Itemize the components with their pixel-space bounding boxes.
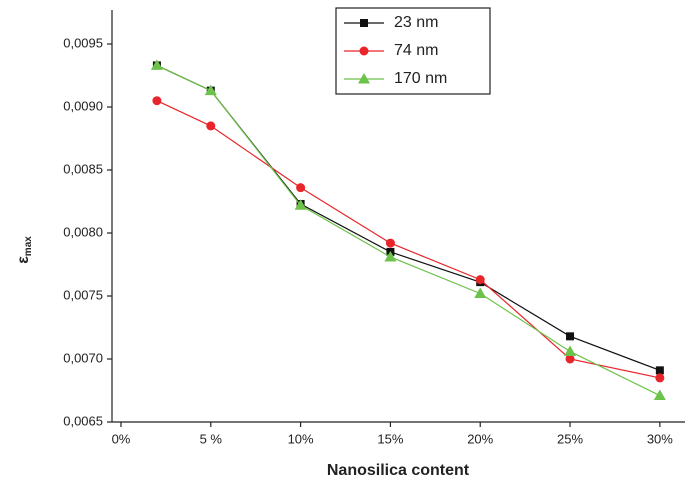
y-tick-label: 0,0090 bbox=[63, 98, 103, 113]
y-tick-label: 0,0075 bbox=[63, 287, 103, 302]
y-axis-label: εmax bbox=[15, 236, 33, 264]
series-line bbox=[156, 100, 660, 379]
x-tick-label: 5 % bbox=[200, 431, 223, 446]
legend-marker bbox=[358, 73, 370, 84]
legend-marker bbox=[360, 19, 368, 27]
y-tick-label: 0,0095 bbox=[63, 35, 103, 50]
data-point bbox=[565, 354, 575, 364]
data-point bbox=[655, 373, 665, 383]
x-tick-label: 0% bbox=[112, 431, 131, 446]
y-axis-subscript: max bbox=[23, 236, 34, 256]
y-tick-label: 0,0070 bbox=[63, 350, 103, 365]
data-point bbox=[296, 183, 306, 193]
data-point bbox=[475, 275, 485, 285]
data-point bbox=[385, 238, 395, 248]
data-point bbox=[294, 199, 307, 210]
data-point bbox=[566, 332, 575, 341]
legend-label: 74 nm bbox=[394, 42, 438, 59]
x-tick-label: 25% bbox=[557, 431, 583, 446]
data-point bbox=[152, 96, 162, 106]
x-tick-label: 30% bbox=[647, 431, 673, 446]
y-axis-symbol: ε bbox=[15, 256, 32, 264]
series-line bbox=[156, 64, 661, 371]
legend-label: 23 nm bbox=[394, 14, 438, 31]
legend-label: 170 nm bbox=[394, 70, 447, 87]
y-tick-label: 0,0080 bbox=[63, 224, 103, 239]
series-line bbox=[156, 64, 661, 397]
data-point bbox=[474, 287, 487, 298]
x-tick-label: 15% bbox=[377, 431, 403, 446]
x-tick-label: 10% bbox=[288, 431, 314, 446]
data-point bbox=[204, 84, 217, 96]
legend-marker bbox=[359, 46, 369, 56]
data-point bbox=[206, 121, 216, 131]
y-tick-label: 0,0065 bbox=[63, 413, 103, 428]
x-axis-label: Nanosilica content bbox=[327, 462, 470, 479]
data-point bbox=[564, 345, 577, 356]
y-tick-label: 0,0085 bbox=[63, 161, 103, 176]
data-point bbox=[655, 366, 664, 375]
x-tick-label: 20% bbox=[467, 431, 493, 446]
data-point bbox=[150, 59, 163, 70]
data-point bbox=[384, 250, 397, 262]
data-point bbox=[653, 389, 666, 401]
